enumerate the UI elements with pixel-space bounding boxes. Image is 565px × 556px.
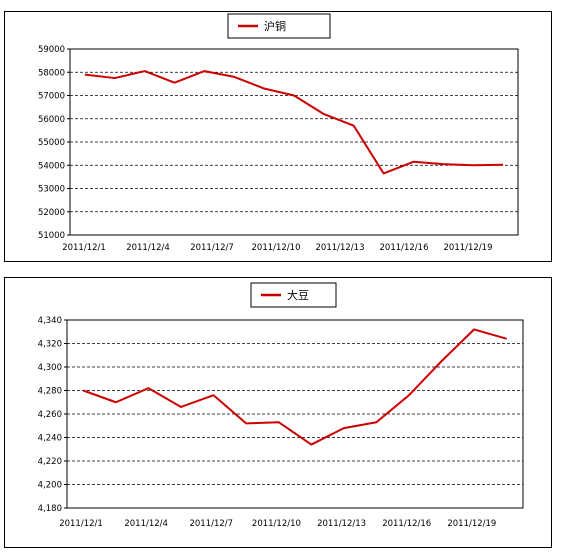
y-tick-label: 4,300 [38, 363, 62, 373]
x-tick-label: 2011/12/19 [447, 519, 496, 529]
y-tick-label: 4,260 [38, 410, 62, 420]
y-tick-label: 4,200 [38, 481, 62, 491]
y-tick-label: 52000 [38, 208, 65, 218]
y-tick-label: 4,340 [38, 316, 62, 326]
x-tick-label: 2011/12/10 [252, 519, 301, 529]
y-tick-label: 4,240 [38, 434, 62, 444]
y-tick-label: 4,280 [38, 387, 62, 397]
y-tick-label: 58000 [38, 68, 65, 78]
y-tick-label: 56000 [38, 115, 65, 125]
x-tick-label: 2011/12/7 [190, 243, 234, 253]
y-tick-label: 4,220 [38, 457, 62, 467]
x-tick-label: 2011/12/4 [124, 519, 168, 529]
x-tick-label: 2011/12/16 [380, 243, 429, 253]
y-tick-label: 4,180 [38, 504, 62, 514]
copper-line-chart: 51000 52000 53000 54000 55000 56000 57000 58000… [38, 13, 519, 253]
x-tick-label: 2011/12/4 [126, 243, 170, 253]
y-tick-label: 4,320 [38, 340, 62, 350]
y-tick-label: 51000 [38, 231, 65, 241]
series-line [82, 328, 507, 446]
series-line [84, 70, 504, 175]
legend-label: 大豆 [287, 288, 309, 302]
y-tick-label: 57000 [38, 92, 65, 102]
soybean-line-chart: 4,180 4,200 4,220 4,240 4,260 4,280 4,300 4,320… [38, 282, 524, 529]
y-tick-label: 55000 [38, 138, 65, 148]
legend-label: 沪铜 [264, 19, 286, 33]
x-tick-label: 2011/12/16 [382, 519, 431, 529]
copper-chart-panel: 51000 52000 53000 54000 55000 56000 57000 58000… [4, 11, 552, 262]
x-tick-label: 2011/12/19 [444, 243, 493, 253]
legend-box [227, 13, 331, 39]
x-tick-label: 2011/12/1 [62, 243, 106, 253]
y-tick-label: 53000 [38, 185, 65, 195]
x-tick-label: 2011/12/13 [316, 243, 365, 253]
soybean-chart-panel: 4,180 4,200 4,220 4,240 4,260 4,280 4,300 4,320… [4, 277, 552, 548]
y-tick-label: 54000 [38, 161, 65, 171]
x-tick-label: 2011/12/13 [317, 519, 366, 529]
x-tick-label: 2011/12/7 [189, 519, 233, 529]
x-tick-label: 2011/12/10 [252, 243, 301, 253]
y-tick-label: 59000 [38, 45, 65, 55]
x-tick-label: 2011/12/1 [59, 519, 103, 529]
